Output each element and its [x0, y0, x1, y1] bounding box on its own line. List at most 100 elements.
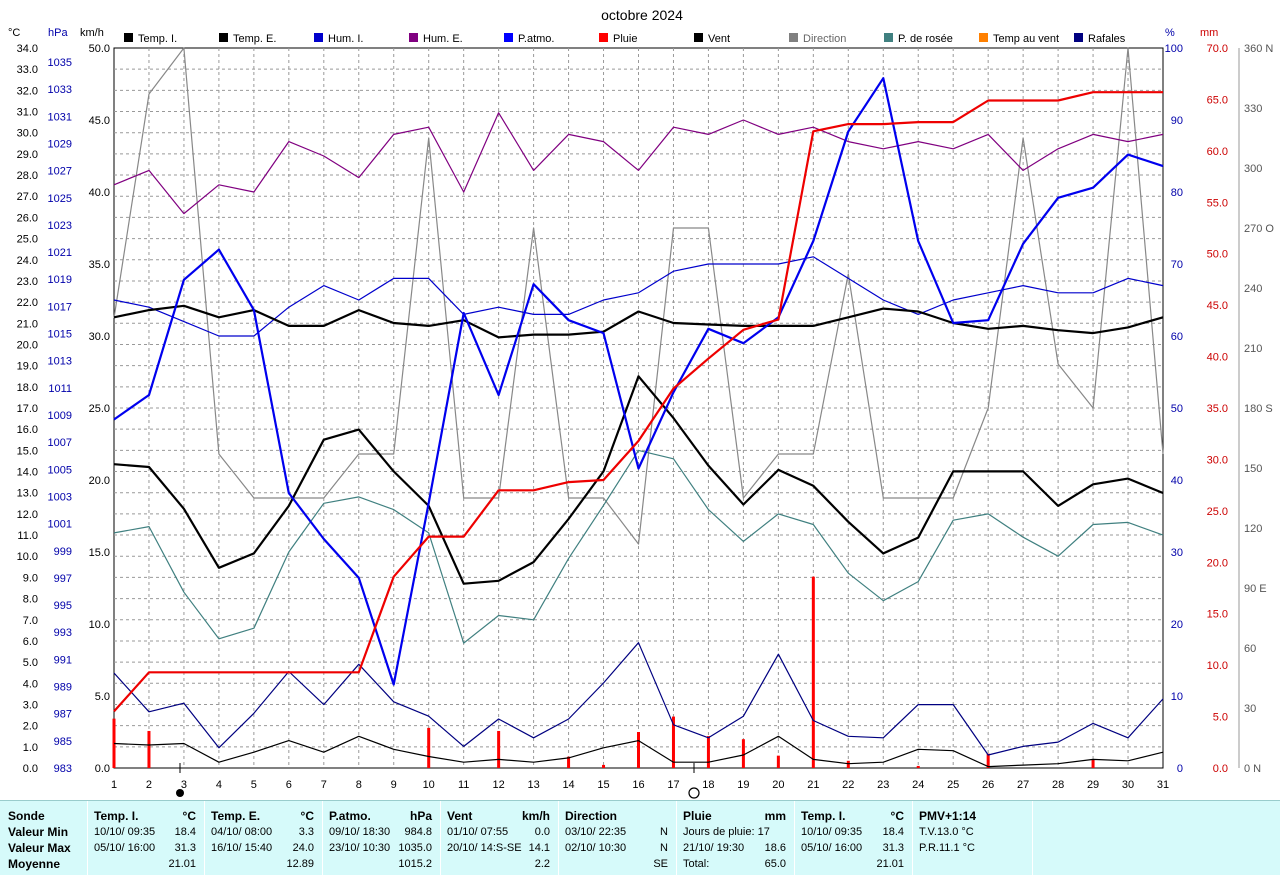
direction-tick-label: 240	[1244, 283, 1262, 295]
stats-block: Pluie mm Jours de pluie: 17 21/10/ 19:30 18.…	[677, 801, 795, 875]
x-tick-label: 20	[772, 779, 784, 791]
series-p-de-ros-e-line	[113, 449, 1164, 644]
hpa-tick-label: 1029	[48, 138, 72, 150]
direction-tick-label: 180 S	[1244, 403, 1273, 415]
mm-tick-label: 20.0	[1207, 557, 1228, 569]
x-tick-label: 30	[1122, 779, 1134, 791]
stats-row-label: 23/10/ 10:30	[329, 842, 391, 854]
celsius-tick-label: 21.0	[17, 318, 38, 330]
stats-row-value: 0.0	[534, 826, 550, 838]
stats-row-value: 984.8	[404, 826, 432, 838]
x-tick-label: 22	[842, 779, 854, 791]
x-tick-label: 10	[423, 779, 435, 791]
pct-tick-label: 50	[1171, 403, 1183, 415]
legend-label: Temp au vent	[993, 33, 1059, 45]
hpa-tick-label: 987	[54, 709, 72, 721]
legend-swatch	[694, 33, 703, 42]
celsius-tick-label: 10.0	[17, 551, 38, 563]
stats-row-label: 21/10/ 19:30	[683, 842, 745, 854]
celsius-tick-label: 11.0	[17, 530, 38, 542]
series-hum-e--line	[113, 112, 1164, 215]
stats-row-value: 21.01	[876, 858, 904, 870]
mm-tick-label: 50.0	[1207, 249, 1228, 261]
stats-row-label	[919, 856, 1032, 872]
stats-row-value: 1035.0	[398, 842, 432, 854]
hpa-tick-label: 1003	[48, 491, 72, 503]
stats-row-label: 10/10/ 09:35	[801, 826, 863, 838]
mm-unit-label: mm	[1200, 27, 1218, 39]
hpa-tick-label: 999	[54, 546, 72, 558]
stats-block-header: Direction	[565, 809, 618, 823]
mm-tick-label: 40.0	[1207, 352, 1228, 364]
stats-row-value: 21.01	[168, 858, 196, 870]
kmh-tick-label: 50.0	[89, 43, 110, 55]
rain-bar	[112, 718, 116, 768]
mm-tick-label: 65.0	[1207, 94, 1228, 106]
x-tick-label: 9	[391, 779, 397, 791]
stats-row-label: 05/10/ 16:00	[801, 842, 863, 854]
stats-row-value: 24.0	[292, 842, 314, 854]
mm-tick-label: 70.0	[1207, 43, 1228, 55]
x-tick-label: 26	[982, 779, 994, 791]
celsius-tick-label: 5.0	[23, 657, 38, 669]
celsius-tick-label: 28.0	[17, 170, 38, 182]
x-tick-label: 6	[286, 779, 292, 791]
rain-bar	[811, 576, 815, 768]
moon-markers	[176, 763, 700, 799]
legend-label: P. de rosée	[898, 33, 953, 45]
stats-block-unit: km/h	[521, 809, 550, 823]
stats-label-min: Valeur Min	[8, 825, 69, 839]
x-tick-label: 19	[737, 779, 749, 791]
hpa-tick-label: 1033	[48, 84, 72, 96]
x-tick-label: 2	[146, 779, 152, 791]
pct-tick-label: 30	[1171, 547, 1183, 559]
x-tick-label: 13	[527, 779, 539, 791]
kmh-tick-label: 45.0	[89, 115, 110, 127]
stats-block: Vent km/h 01/10/ 07:55 0.0 20/10/ 14:S-SE 14.…	[441, 801, 559, 875]
rain-bar	[602, 764, 606, 768]
stats-row-value: 18.6	[764, 842, 786, 854]
rain-bar	[671, 716, 675, 768]
celsius-tick-label: 34.0	[17, 43, 38, 55]
rain-bar	[1091, 759, 1095, 768]
legend-swatch	[884, 33, 893, 42]
hpa-tick-label: 1031	[48, 111, 72, 123]
celsius-tick-label: 7.0	[23, 615, 38, 627]
direction-tick-label: 120	[1244, 523, 1262, 535]
celsius-tick-label: 2.0	[23, 721, 38, 733]
celsius-unit-label: °C	[8, 27, 20, 39]
kmh-tick-label: 30.0	[89, 331, 110, 343]
celsius-tick-label: 8.0	[23, 594, 38, 606]
hpa-tick-label: 1011	[48, 383, 72, 395]
kmh-tick-label: 40.0	[89, 187, 110, 199]
stats-row-label: 02/10/ 10:30	[565, 842, 627, 854]
x-tick-label: 15	[597, 779, 609, 791]
stats-row-value: 31.3	[174, 842, 196, 854]
hpa-tick-label: 1005	[48, 464, 72, 476]
stats-block: PMV+1:14 T.V.13.0 °C P.R.11.1 °C	[913, 801, 1033, 875]
legend-label: P.atmo.	[518, 33, 555, 45]
x-tick-label: 11	[458, 779, 469, 791]
direction-tick-label: 90 E	[1244, 583, 1267, 595]
rain-bar	[916, 765, 920, 768]
hpa-tick-label: 1007	[48, 437, 72, 449]
celsius-tick-label: 9.0	[23, 572, 38, 584]
x-tick-label: 3	[181, 779, 187, 791]
stats-row-value: 1015.2	[398, 858, 432, 870]
celsius-tick-label: 32.0	[17, 85, 38, 97]
pct-tick-label: 80	[1171, 187, 1183, 199]
legend-label: Rafales	[1088, 33, 1126, 45]
legend-label: Temp. E.	[233, 33, 276, 45]
rain-bar	[776, 755, 780, 768]
stats-label-mean: Moyenne	[8, 857, 61, 871]
celsius-tick-label: 27.0	[17, 191, 38, 203]
celsius-tick-label: 18.0	[17, 382, 38, 394]
legend-label: Temp. I.	[138, 33, 177, 45]
stats-row-label: 03/10/ 22:35	[565, 826, 627, 838]
direction-tick-label: 150	[1244, 463, 1262, 475]
legend-swatch	[1074, 33, 1083, 42]
stats-panel: Sonde Valeur Min Valeur Max Moyenne Temp…	[0, 800, 1280, 875]
x-tick-label: 14	[562, 779, 574, 791]
stats-block-header: Temp. I.	[94, 809, 139, 823]
celsius-tick-label: 3.0	[23, 699, 38, 711]
